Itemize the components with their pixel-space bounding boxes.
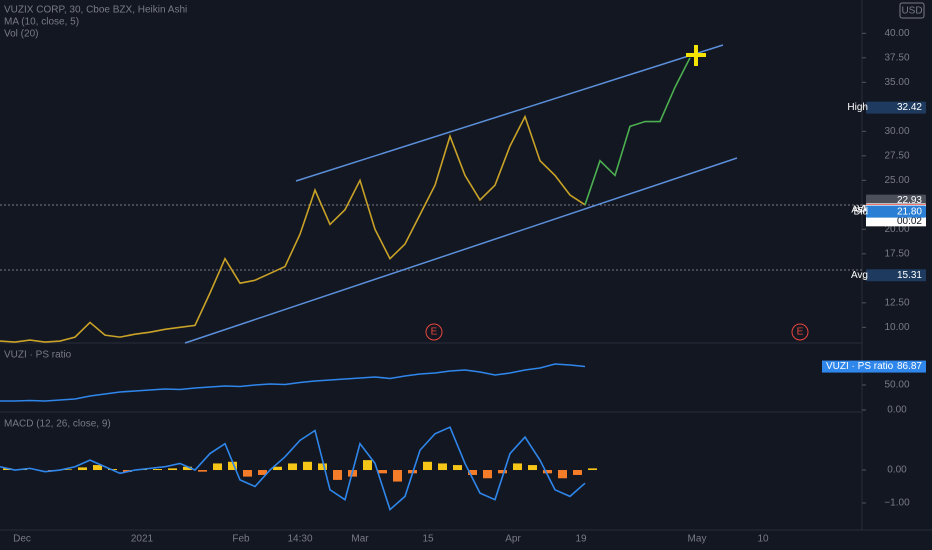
indicator-label: Vol (20) bbox=[4, 29, 38, 40]
histogram-bar bbox=[378, 470, 387, 474]
y-tick-label: 10.00 bbox=[884, 322, 909, 333]
histogram-bar bbox=[393, 470, 402, 482]
series-line bbox=[0, 114, 586, 343]
x-tick-label: 10 bbox=[757, 534, 769, 545]
pane-title: VUZI · PS ratio bbox=[4, 350, 72, 361]
histogram-bar bbox=[228, 461, 237, 471]
event-circle bbox=[791, 323, 809, 341]
channel-lower bbox=[184, 157, 738, 344]
pane-title: MACD (12, 26, close, 9) bbox=[4, 419, 111, 430]
event-circle bbox=[425, 323, 443, 341]
histogram-bar bbox=[483, 470, 492, 479]
histogram-bar bbox=[513, 463, 522, 471]
histogram-bar bbox=[423, 461, 432, 471]
x-tick-label: Mar bbox=[351, 534, 369, 545]
histogram-bar bbox=[3, 468, 12, 471]
histogram-bar bbox=[288, 463, 297, 471]
y-tick-label: 50.00 bbox=[884, 380, 909, 391]
y-tick-label: 0.00 bbox=[887, 465, 907, 476]
histogram-bar bbox=[573, 470, 582, 475]
currency-box bbox=[899, 2, 925, 19]
event: E bbox=[431, 327, 438, 338]
price-label-box bbox=[866, 269, 926, 282]
x-tick-label: 15 bbox=[422, 534, 434, 545]
last-label-name: VUZI · PS ratio bbox=[826, 361, 894, 372]
histogram-bar bbox=[213, 463, 222, 471]
histogram-bar bbox=[78, 467, 87, 471]
histogram-bar bbox=[93, 465, 102, 471]
price-label-name: High bbox=[847, 102, 868, 113]
histogram-bar bbox=[198, 470, 207, 472]
histogram-bar bbox=[333, 470, 342, 480]
y-tick-label: 0.00 bbox=[887, 405, 907, 416]
y-tick-label: 35.00 bbox=[884, 77, 909, 88]
x-tick-label: Feb bbox=[232, 534, 250, 545]
last-label-box bbox=[822, 360, 926, 373]
y-tick-label: 17.50 bbox=[884, 248, 909, 259]
target-marker bbox=[686, 45, 706, 66]
series-line bbox=[584, 57, 691, 206]
histogram-bar bbox=[318, 463, 327, 471]
y-tick-label: 37.50 bbox=[884, 52, 909, 63]
histogram-bar bbox=[543, 470, 552, 474]
price-label-value: 22.93 bbox=[897, 195, 922, 206]
y-tick-label: 27.50 bbox=[884, 150, 909, 161]
event: E bbox=[797, 327, 804, 338]
price-label-value: 15.31 bbox=[897, 270, 922, 281]
y-tick-label: 30.00 bbox=[884, 126, 909, 137]
histogram-bar bbox=[258, 470, 267, 475]
series-line bbox=[0, 363, 586, 402]
histogram-bar bbox=[588, 468, 597, 471]
y-tick-label: 40.00 bbox=[884, 28, 909, 39]
chart-title: VUZIX CORP, 30, Cboe BZX, Heikin Ashi bbox=[4, 5, 187, 16]
histogram-bar bbox=[63, 469, 72, 471]
y-tick-label: 20.00 bbox=[884, 224, 909, 235]
histogram-bar bbox=[438, 463, 447, 471]
series-line bbox=[0, 426, 586, 511]
y-tick-label: −1.00 bbox=[884, 498, 910, 509]
histogram-bar bbox=[303, 461, 312, 471]
countdown-box bbox=[866, 215, 926, 227]
x-tick-label: May bbox=[688, 534, 707, 545]
currency: USD bbox=[901, 6, 922, 17]
histogram-bar bbox=[498, 470, 507, 474]
last-label-value: 86.87 bbox=[897, 361, 922, 372]
price-label-name: Bid bbox=[854, 206, 868, 217]
x-tick-label: Apr bbox=[505, 534, 521, 545]
histogram-bar bbox=[453, 465, 462, 471]
y-tick-label: 12.50 bbox=[884, 297, 909, 308]
price-label-value: 32.42 bbox=[897, 102, 922, 113]
indicator-label: MA (10, close, 5) bbox=[4, 17, 79, 28]
x-tick-label: 14:30 bbox=[287, 534, 312, 545]
price-label-box bbox=[866, 101, 926, 114]
channel-upper bbox=[295, 44, 724, 182]
price-label-name: Avg bbox=[851, 270, 868, 281]
histogram-bar bbox=[183, 466, 192, 471]
x-tick-label: Dec bbox=[13, 534, 31, 545]
histogram-bar bbox=[528, 465, 537, 471]
price-label-name: Ask bbox=[851, 205, 869, 216]
y-tick-label: 25.00 bbox=[884, 175, 909, 186]
histogram-bar bbox=[558, 470, 567, 479]
histogram-bar bbox=[168, 468, 177, 471]
histogram-bar bbox=[153, 469, 162, 471]
histogram-bar bbox=[468, 470, 477, 475]
countdown: 00:02 bbox=[897, 216, 922, 227]
histogram-bar bbox=[273, 466, 282, 471]
histogram-bar bbox=[363, 460, 372, 471]
price-label-value: 21.80 bbox=[897, 206, 922, 217]
x-tick-label: 19 bbox=[575, 534, 587, 545]
histogram-bar bbox=[243, 470, 252, 477]
price-label-box bbox=[866, 205, 926, 218]
x-tick-label: 2021 bbox=[131, 534, 154, 545]
